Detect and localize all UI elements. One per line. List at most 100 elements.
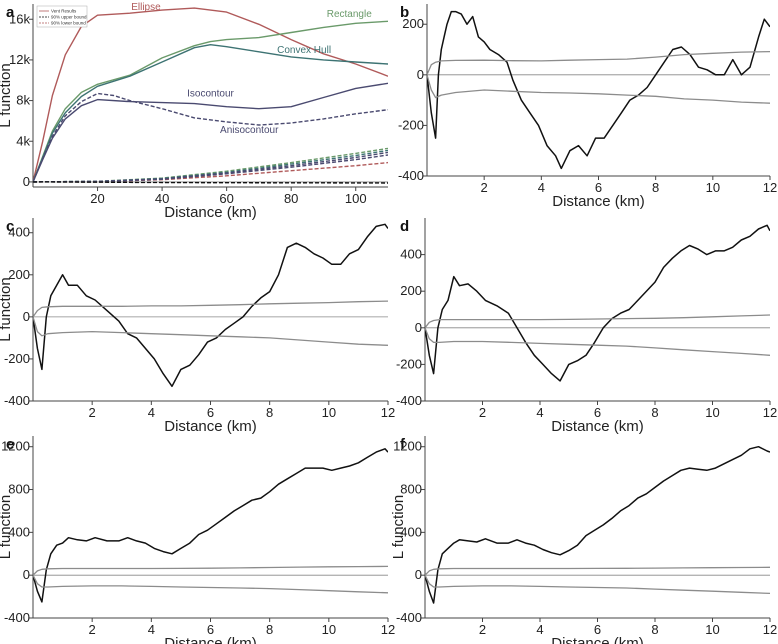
x-axis-label-d: Distance (km) [551,418,644,435]
y-tick-label-a: 0 [23,174,30,189]
x-tick-label-f: 6 [594,622,601,637]
y-axis-label-a: L function [0,63,14,128]
x-tick-label-c: 10 [322,405,336,420]
x-axis-label-f: Distance (km) [551,635,644,644]
annotation-ellipse: Ellipse [131,2,161,13]
series-line-a-90-upper-bound-rectangle [33,147,388,183]
y-tick-label-a: 8k [16,93,30,108]
panel-f: f 2 4 6 8 10 12 -400 0 400 800 1200 Distance (km) L f… [390,436,777,644]
x-tick-label-b: 2 [481,180,488,195]
x-tick-label-a: 60 [219,191,233,206]
panel-label-e: e [6,436,14,453]
x-tick-label-a: 80 [284,191,298,206]
series-line-a-90-lower-bound [33,181,388,184]
x-tick-label-d: 10 [705,405,719,420]
x-tick-label-b: 8 [652,180,659,195]
series-line-c-observed [33,223,388,388]
annotation-isocontour: Isocontour [187,89,234,100]
series-line-e-lower-envelope [33,574,388,594]
x-tick-label-e: 8 [266,622,273,637]
x-tick-label-e: 2 [89,622,96,637]
y-tick-label-c: 400 [8,225,30,240]
x-tick-label-c: 6 [207,405,214,420]
panel-c: c 2 4 6 8 10 12 -400 -200 0 200 400 Distance (km) L f… [0,218,395,435]
series-line-d-lower-envelope [425,327,770,356]
y-tick-label-e: 0 [23,567,30,582]
y-tick-label-e: -400 [4,610,30,625]
x-tick-label-b: 10 [706,180,720,195]
panel-b: b 2 4 6 8 10 12 -400 -200 0 200 Distance (km) [398,4,777,210]
y-axis-label-f: L function [390,495,407,560]
series-line-c-lower-envelope [33,316,388,346]
y-tick-label-c: -400 [4,393,30,408]
x-tick-label-f: 10 [705,622,719,637]
y-tick-label-d: 200 [400,283,422,298]
legend-box [36,5,88,28]
y-tick-label-b: 200 [402,16,424,31]
x-axis-label-a: Distance (km) [164,204,257,221]
y-tick-label-c: 0 [23,309,30,324]
series-line-a-rectangle [33,20,388,183]
y-tick-label-e: 400 [8,524,30,539]
x-tick-label-f: 8 [651,622,658,637]
series-line-d-observed [425,224,770,382]
y-tick-label-b: 0 [417,67,424,82]
series-group-e [33,448,388,603]
x-tick-label-f: 4 [536,622,543,637]
y-tick-label-b: -400 [398,168,424,183]
y-tick-label-f: 1200 [393,439,422,454]
annotation-rectangle: Rectangle [327,9,372,20]
legend-label-3: 90% lower bound [51,21,86,26]
panel-label-d: d [400,218,409,235]
y-tick-label-d: -200 [396,356,422,371]
x-tick-label-a: 20 [90,191,104,206]
y-tick-label-f: 0 [415,567,422,582]
x-tick-label-c: 8 [266,405,273,420]
y-tick-label-b: -200 [398,117,424,132]
annotation-anisocontour: Anisocontour [220,125,279,136]
y-tick-label-d: -400 [396,393,422,408]
x-tick-label-d: 2 [479,405,486,420]
series-line-a-ellipse [33,7,388,183]
y-tick-label-d: 0 [415,320,422,335]
series-line-b-observed [427,10,770,170]
x-tick-label-d: 12 [763,405,777,420]
series-line-a-90-upper-bound-anisocontour [33,154,388,183]
legend-label-1: Vent Results [51,9,77,14]
series-group-c [33,223,388,388]
y-tick-label-f: 800 [400,482,422,497]
x-tick-label-d: 8 [651,405,658,420]
x-tick-label-c: 2 [89,405,96,420]
x-tick-label-e: 6 [207,622,214,637]
panel-label-f: f [400,436,406,453]
series-line-a-90-upper-bound-ellipse [33,161,388,183]
series-line-e-observed [33,448,388,603]
panel-a: a 20 40 60 80 100 0 4k 8k 12k 16k Distance (km) L fu… [0,2,388,221]
panel-label-a: a [6,4,15,21]
series-line-f-upper-envelope [425,566,770,576]
x-tick-label-e: 4 [148,622,155,637]
x-tick-label-e: 10 [322,622,336,637]
y-tick-label-a: 12k [9,52,30,67]
y-tick-label-f: 400 [400,524,422,539]
series-line-a-90-upper-bound-isocontour [33,151,388,183]
series-line-a-isocontour [33,82,388,183]
y-tick-label-a: 4k [16,133,30,148]
y-tick-label-e: 800 [8,482,30,497]
series-line-a-convex-hull [33,44,388,183]
y-axis-label-e: L function [0,495,14,560]
series-line-c-upper-envelope [33,300,388,318]
panel-d: d 2 4 6 8 10 12 -400 -200 0 200 400 Distance (km) [396,218,777,435]
y-tick-label-f: -400 [396,610,422,625]
x-axis-label-c: Distance (km) [164,418,257,435]
x-axis-label-e: Distance (km) [164,635,257,644]
panel-label-c: c [6,218,14,235]
series-group-f [425,445,770,604]
series-group-a [33,7,388,184]
x-tick-label-c: 12 [381,405,395,420]
panel-e: e 2 4 6 8 10 12 -400 0 400 800 1200 Distance (km) L f… [0,436,395,644]
x-tick-label-d: 6 [594,405,601,420]
legend-label-2: 90% upper bound [51,15,87,20]
series-group-b [427,10,770,170]
